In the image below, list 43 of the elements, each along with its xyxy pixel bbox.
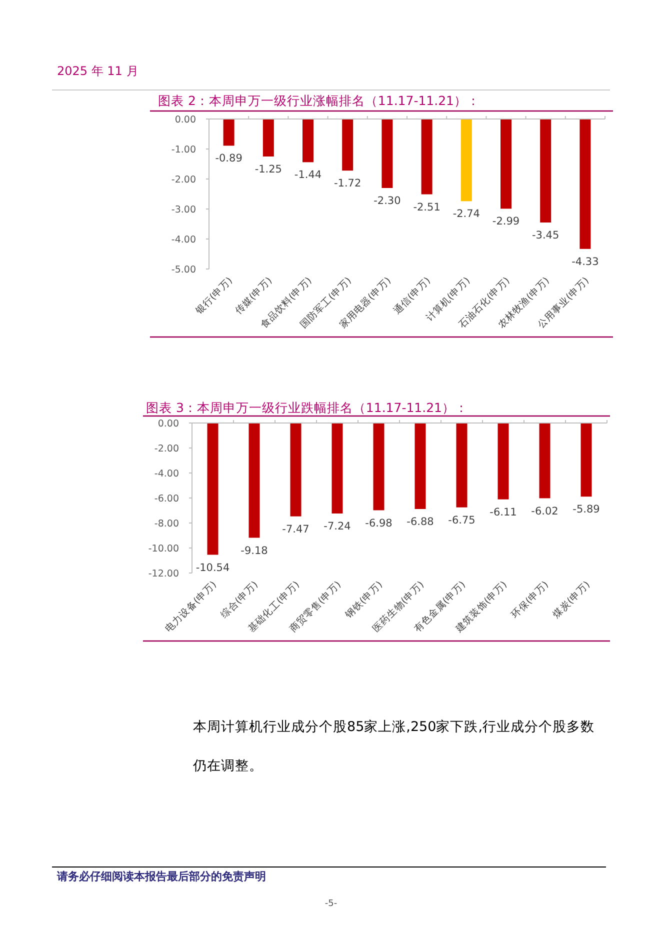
data-label: -1.72 xyxy=(334,178,362,190)
y-tick-label: -4.00 xyxy=(171,234,196,246)
data-label: -5.89 xyxy=(572,504,600,516)
data-label: -9.18 xyxy=(240,544,268,557)
text: 本周计算机行业成分个股85家上涨,250家下跌,行业成分个股多数仍在调整。 xyxy=(193,719,595,774)
data-label: -2.99 xyxy=(492,216,520,228)
y-tick-label: -10.00 xyxy=(148,544,179,554)
y-tick-label: 0.00 xyxy=(158,418,179,430)
y-tick-label: -12.00 xyxy=(148,568,179,580)
data-label: -6.75 xyxy=(448,514,476,526)
data-label: -3.45 xyxy=(532,230,560,242)
text: 请务必仔细阅读本报告最后部分的免责声明 xyxy=(56,870,266,883)
y-tick-label: -8.00 xyxy=(154,518,179,530)
data-label: -7.47 xyxy=(282,523,310,536)
data-label: -6.11 xyxy=(490,506,517,518)
y-tick-label: -4.00 xyxy=(154,468,179,480)
data-label: -0.89 xyxy=(215,152,242,165)
data-label: -1.25 xyxy=(254,164,282,176)
data-label: -7.24 xyxy=(324,520,352,532)
data-label: -6.98 xyxy=(365,517,392,530)
data-label: -2.51 xyxy=(413,201,440,214)
data-label: -2.30 xyxy=(374,195,401,207)
y-tick-label: 0.00 xyxy=(174,114,196,126)
data-label: -6.88 xyxy=(406,516,434,528)
text: 2025 年 11 月 xyxy=(57,64,138,78)
y-tick-label: -3.00 xyxy=(171,204,196,216)
y-tick-label: -5.00 xyxy=(171,264,196,276)
data-label: -6.02 xyxy=(531,505,558,518)
text: -5- xyxy=(324,899,338,909)
x-tick-label: 环保(申万) xyxy=(508,578,551,621)
x-tick-label: 煤炭(申万) xyxy=(550,578,592,621)
y-tick-label: -2.00 xyxy=(171,174,196,186)
x-tick-label: 银行(申万) xyxy=(192,274,235,318)
y-tick-label: -2.00 xyxy=(154,444,179,454)
chart-title: 图表 3：本周申万一级行业跌幅排名（11.17-11.21）： xyxy=(146,400,468,415)
y-tick-label: -1.00 xyxy=(171,144,196,156)
data-label: -4.33 xyxy=(572,256,599,268)
data-label: -2.74 xyxy=(452,208,480,220)
data-label: -1.44 xyxy=(294,169,322,182)
data-label: -10.54 xyxy=(196,562,230,574)
chart-title: 图表 2：本周申万一级行业涨幅排名（11.17-11.21）： xyxy=(158,93,480,108)
x-tick-label: 电力设备(申万) xyxy=(162,578,219,635)
y-tick-label: -6.00 xyxy=(154,494,179,504)
